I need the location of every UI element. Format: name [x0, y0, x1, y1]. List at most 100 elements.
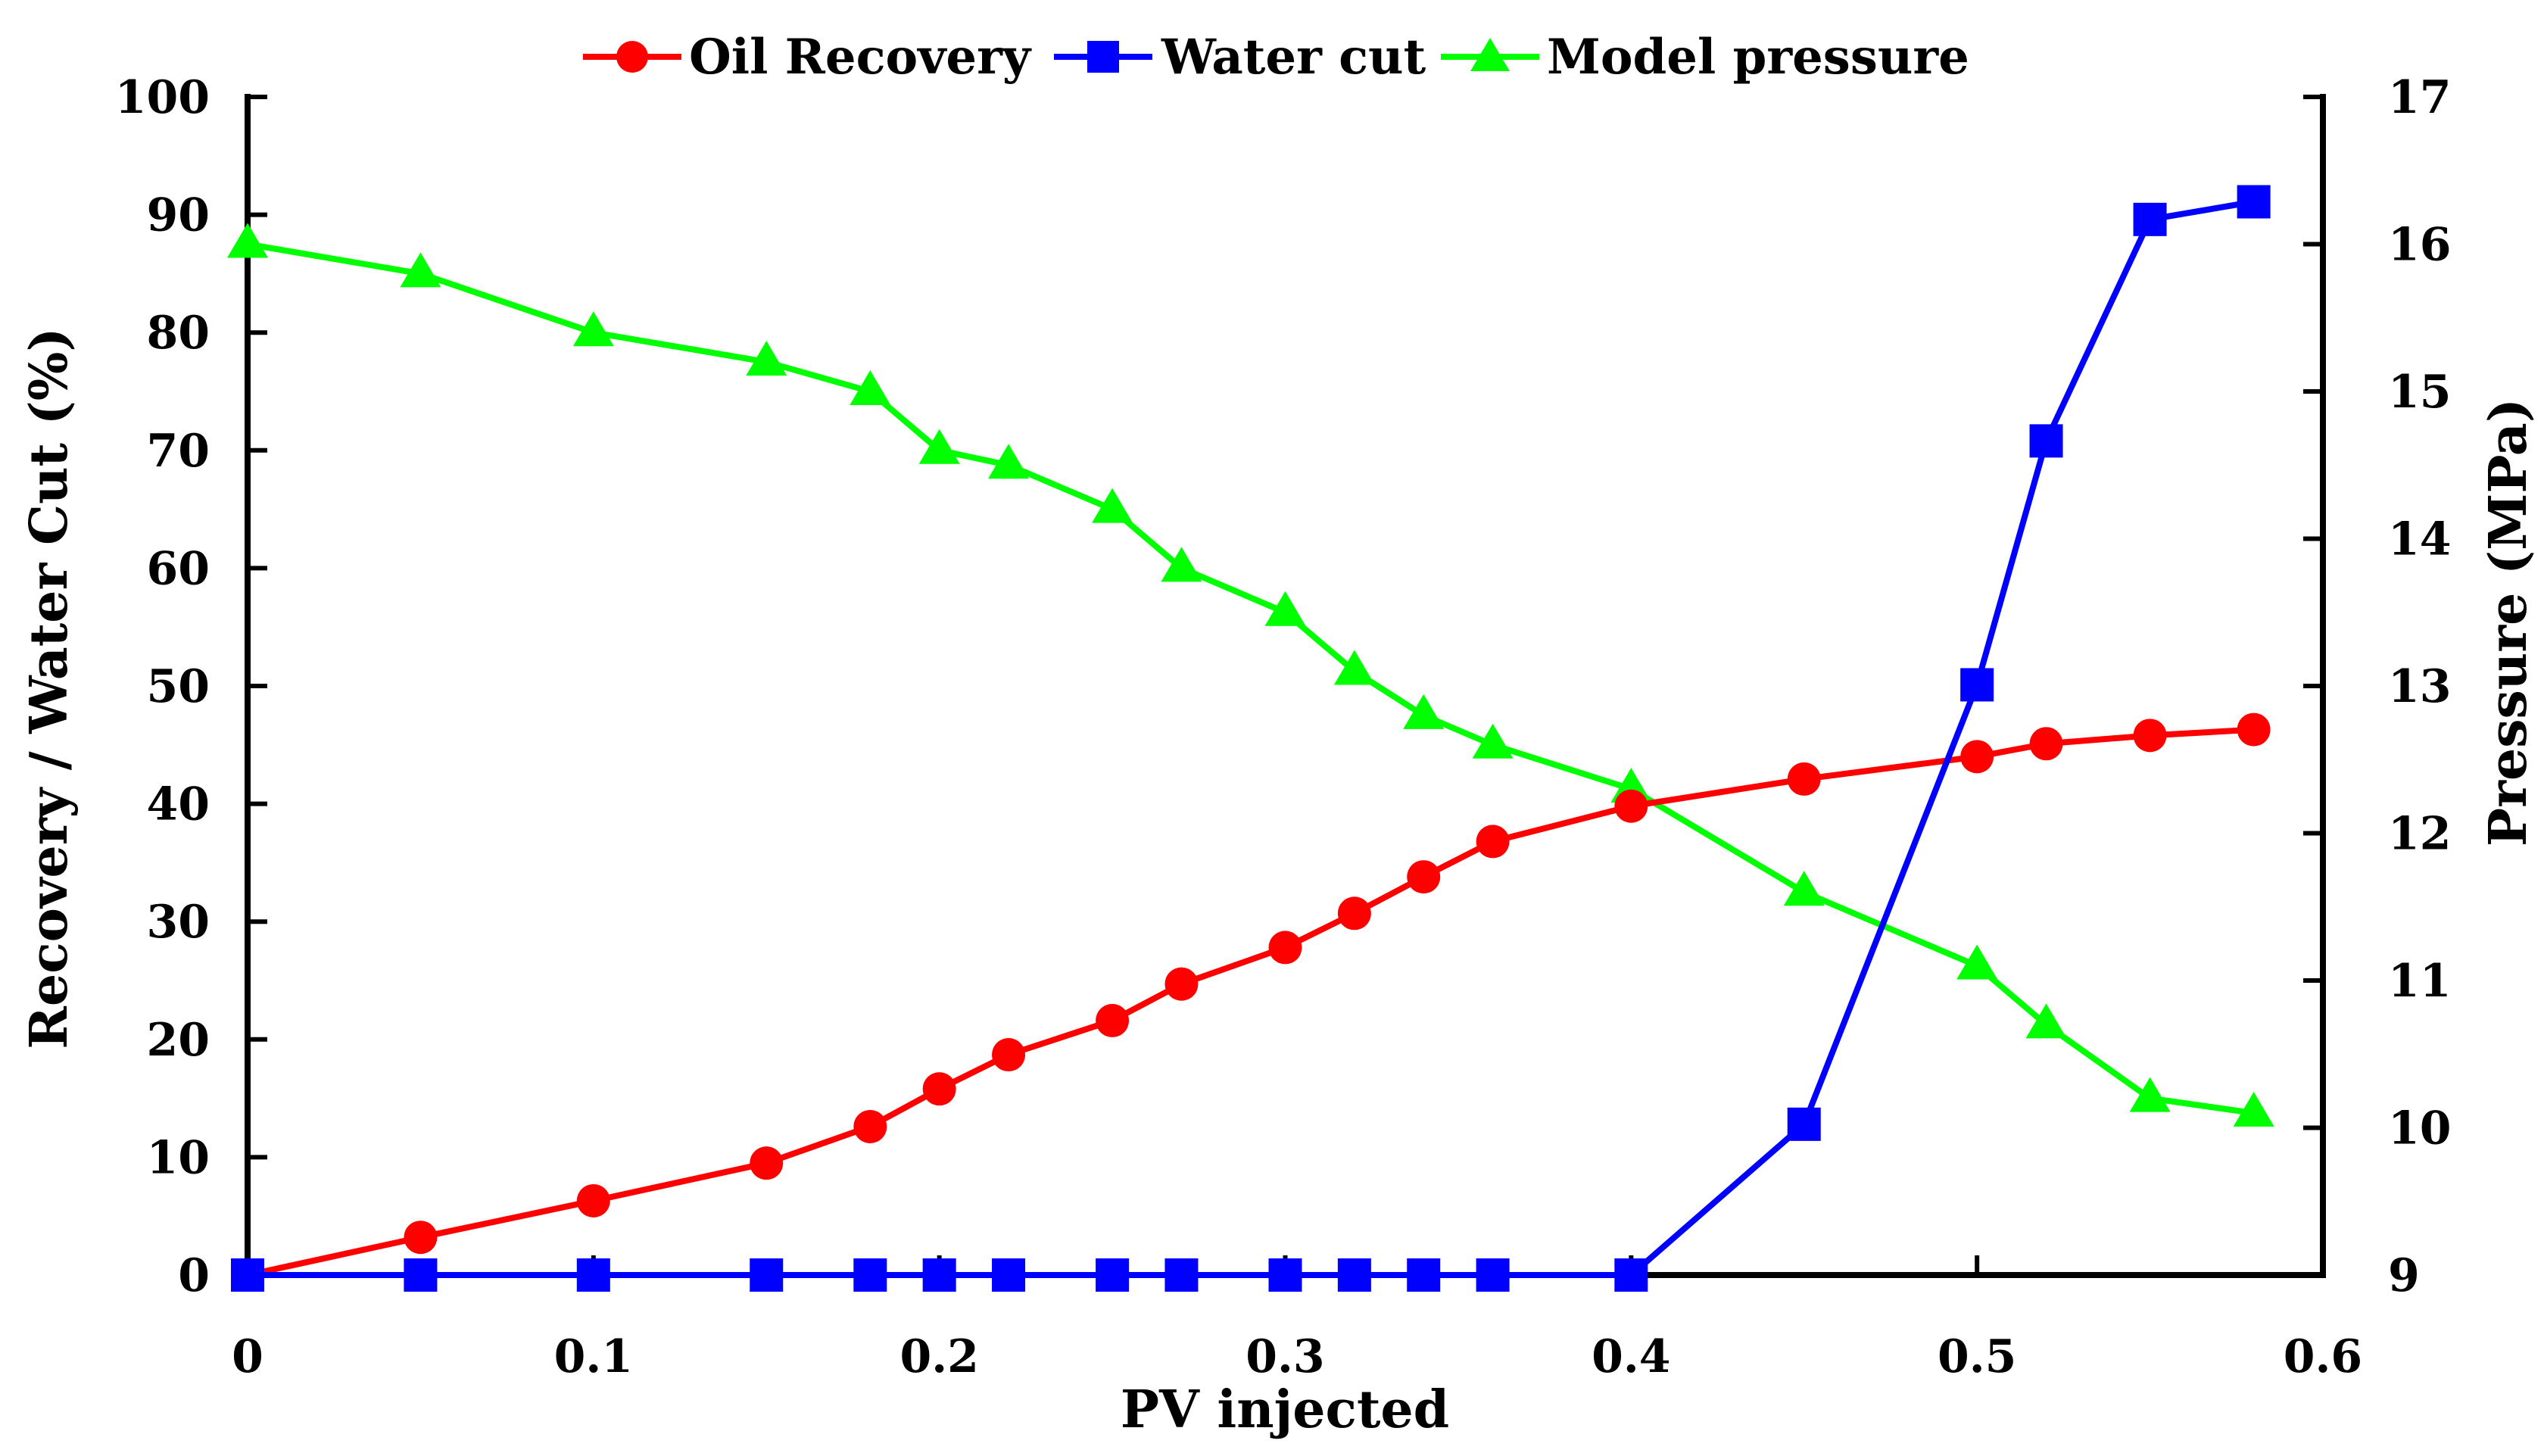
legend-marker-water-cut: [1087, 41, 1119, 73]
data-point-water-cut: [853, 1258, 887, 1292]
y2-axis-title: Pressure (MPa): [2478, 398, 2539, 846]
data-point-oil-recovery: [1164, 967, 1199, 1001]
data-point-oil-recovery: [853, 1109, 887, 1143]
data-point-model-pressure: [1472, 723, 1514, 759]
y-tick-label: 0: [178, 1249, 210, 1302]
data-point-water-cut: [1787, 1107, 1821, 1141]
data-point-water-cut: [1476, 1258, 1510, 1292]
legend-entry-oil-recovery: Oil Recovery: [583, 29, 1032, 86]
data-point-model-pressure: [400, 252, 441, 288]
data-point-oil-recovery: [1787, 762, 1821, 796]
data-point-model-pressure: [1403, 694, 1445, 729]
data-point-model-pressure: [2233, 1092, 2274, 1127]
legend-entry-water-cut: Water cut: [1054, 29, 1426, 86]
series-water-cut: [231, 185, 2271, 1292]
legend-label-model-pressure: Model pressure: [1547, 29, 1969, 86]
data-point-oil-recovery: [404, 1221, 438, 1255]
data-point-oil-recovery: [922, 1072, 956, 1106]
data-point-model-pressure: [1161, 547, 1202, 582]
data-point-model-pressure: [2025, 1003, 2067, 1039]
data-point-water-cut: [1268, 1258, 1302, 1292]
y2-tick-label: 12: [2388, 808, 2452, 861]
y-ticks: 0 10 20 30 40 50 60 70 80 90 100: [115, 71, 267, 1302]
data-point-model-pressure: [1783, 871, 1825, 906]
y-tick-label: 10: [147, 1131, 210, 1184]
legend-marker-oil-recovery: [616, 41, 648, 73]
x-tick-label: 0: [232, 1330, 263, 1383]
data-point-water-cut: [1096, 1258, 1130, 1292]
data-point-model-pressure: [746, 341, 787, 376]
data-point-oil-recovery: [992, 1038, 1026, 1072]
y2-tick-label: 15: [2388, 366, 2452, 419]
y-axis-title: Recovery / Water Cut (%): [19, 327, 80, 1049]
data-point-oil-recovery: [1096, 1003, 1130, 1037]
data-point-oil-recovery: [1960, 740, 1994, 774]
data-point-oil-recovery: [2237, 712, 2271, 747]
x-tick-label: 0.4: [1592, 1330, 1670, 1383]
data-point-oil-recovery: [2029, 727, 2063, 761]
data-point-model-pressure: [1264, 591, 1306, 626]
y2-tick-label: 14: [2388, 513, 2452, 566]
data-point-water-cut: [1960, 668, 1994, 702]
x-tick-label: 0.6: [2284, 1330, 2362, 1383]
data-point-water-cut: [922, 1258, 956, 1292]
data-point-model-pressure: [1092, 488, 1133, 523]
series-model-pressure: [227, 223, 2274, 1127]
data-point-water-cut: [576, 1258, 610, 1292]
data-point-water-cut: [1337, 1258, 1371, 1292]
y-tick-label: 70: [147, 425, 210, 478]
y-tick-label: 90: [147, 189, 210, 242]
data-point-water-cut: [2029, 424, 2063, 458]
data-point-oil-recovery: [1337, 896, 1371, 931]
data-point-model-pressure: [227, 223, 268, 258]
legend-entry-model-pressure: Model pressure: [1441, 29, 1969, 86]
legend-marker-model-pressure: [1470, 38, 1510, 71]
series-layer: [227, 185, 2274, 1292]
data-point-water-cut: [1164, 1258, 1199, 1292]
data-point-water-cut: [992, 1258, 1026, 1292]
data-point-model-pressure: [572, 311, 614, 347]
data-point-model-pressure: [850, 370, 891, 405]
y2-tick-label: 17: [2388, 71, 2452, 124]
data-point-oil-recovery: [750, 1146, 784, 1180]
legend-label-oil-recovery: Oil Recovery: [689, 29, 1032, 86]
data-point-oil-recovery: [1476, 825, 1510, 859]
data-point-water-cut: [1614, 1258, 1648, 1292]
x-tick-label: 0.2: [899, 1330, 978, 1383]
y-tick-label: 60: [147, 542, 210, 595]
y-tick-label: 40: [147, 778, 210, 831]
data-point-water-cut: [404, 1258, 438, 1292]
data-point-water-cut: [1407, 1258, 1441, 1292]
y-tick-label: 100: [115, 71, 210, 124]
y2-tick-label: 13: [2388, 660, 2452, 713]
legend: Oil Recovery Water cut Model pressure: [583, 29, 1969, 86]
x-tick-label: 0.1: [554, 1330, 633, 1383]
y2-ticks: 9 10 11 12 13 14 15 16 17: [2303, 71, 2452, 1302]
data-point-oil-recovery: [576, 1183, 610, 1217]
data-point-oil-recovery: [1407, 860, 1441, 894]
data-point-water-cut: [750, 1258, 784, 1292]
y2-tick-label: 10: [2388, 1102, 2452, 1155]
data-point-water-cut: [231, 1258, 264, 1292]
legend-label-water-cut: Water cut: [1161, 29, 1426, 86]
data-point-oil-recovery: [1614, 789, 1648, 823]
data-point-oil-recovery: [2133, 719, 2167, 753]
x-axis-title: PV injected: [1121, 1380, 1449, 1440]
series-oil-recovery: [231, 712, 2271, 1292]
data-point-model-pressure: [1333, 650, 1375, 685]
x-tick-label: 0.3: [1246, 1330, 1324, 1383]
y2-tick-label: 9: [2388, 1249, 2420, 1302]
data-point-model-pressure: [988, 444, 1030, 479]
x-tick-label: 0.5: [1938, 1330, 2016, 1383]
data-point-water-cut: [2237, 185, 2271, 219]
data-point-model-pressure: [2129, 1077, 2171, 1112]
data-point-model-pressure: [1956, 944, 1998, 980]
data-point-oil-recovery: [1268, 931, 1302, 965]
y-tick-label: 50: [147, 660, 210, 713]
data-point-water-cut: [2133, 202, 2167, 236]
data-point-model-pressure: [918, 429, 960, 464]
y2-tick-label: 16: [2388, 219, 2452, 272]
y-tick-label: 80: [147, 307, 210, 360]
